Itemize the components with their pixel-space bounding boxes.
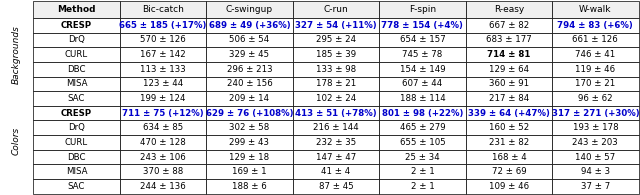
- Text: Colors: Colors: [12, 126, 20, 154]
- Text: Backgrounds: Backgrounds: [12, 25, 20, 84]
